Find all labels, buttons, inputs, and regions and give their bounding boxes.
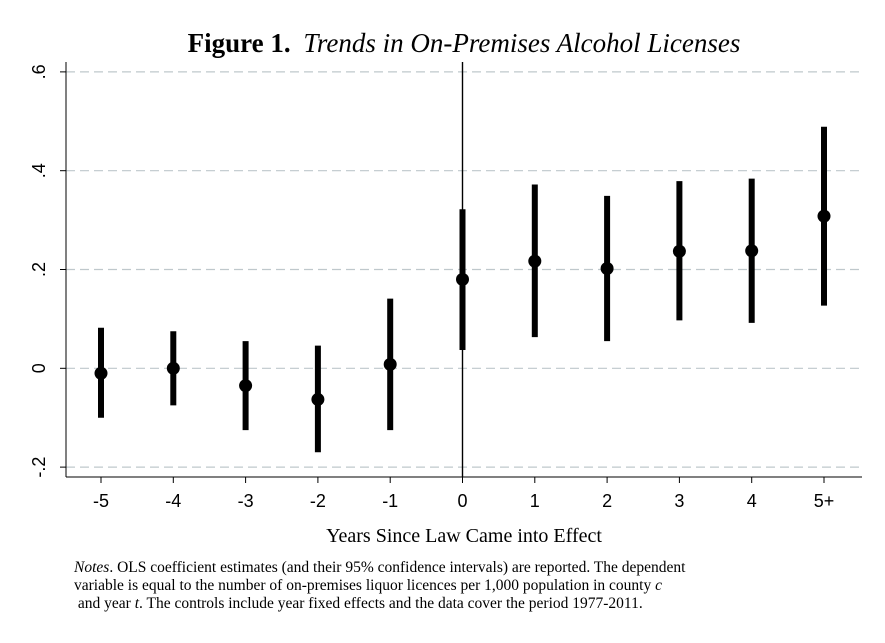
notes-line-2: variable is equal to the number of on-pr… (74, 577, 864, 595)
point-estimate (817, 209, 831, 223)
x-tick-label: 2 (602, 491, 612, 511)
chart-title-bold: Figure 1. (188, 28, 291, 58)
x-tick-label: -4 (165, 491, 181, 511)
y-tick-label: 0 (29, 363, 49, 373)
point-estimate (311, 392, 325, 406)
y-tick-label: .6 (29, 64, 49, 79)
x-tick-label: -5 (93, 491, 109, 511)
x-tick-label: 1 (530, 491, 540, 511)
notes-label: Notes (74, 559, 110, 576)
notes-line-1: Notes. OLS coefficient estimates (and th… (74, 559, 864, 577)
point-estimate (672, 244, 686, 258)
point-estimate (239, 379, 253, 393)
y-tick-label: .4 (29, 163, 49, 178)
x-tick-label: -2 (310, 491, 326, 511)
x-tick-label: 4 (747, 491, 757, 511)
notes-text-3b: . The controls include year fixed effect… (139, 595, 643, 612)
point-estimate (600, 262, 614, 276)
x-tick-label: -3 (238, 491, 254, 511)
x-tick-label: 0 (457, 491, 467, 511)
point-estimate (528, 254, 542, 268)
notes-var-c: c (655, 577, 662, 594)
x-tick-label: 3 (674, 491, 684, 511)
y-tick-labels: -.2 0 .2 .4 .6 (29, 64, 49, 477)
notes-var-t: t (134, 595, 139, 612)
y-tick-label: .2 (29, 262, 49, 277)
x-tick-label: 5+ (814, 491, 835, 511)
figure-notes: Notes. OLS coefficient estimates (and th… (74, 559, 864, 613)
point-estimate (94, 366, 108, 380)
point-estimate (745, 244, 759, 258)
axes (60, 62, 862, 483)
chart-title: Figure 1. Trends in On-Premises Alcohol … (188, 28, 741, 58)
notes-text-2: variable is equal to the number of on-pr… (74, 577, 656, 594)
point-estimate (166, 361, 180, 375)
point-estimates (94, 209, 831, 406)
x-axis-title: Years Since Law Came into Effect (326, 525, 602, 547)
notes-line-3: and year t. The controls include year fi… (74, 595, 864, 613)
x-tick-label: -1 (382, 491, 398, 511)
notes-text-3a: and year (74, 595, 135, 612)
notes-text-1: . OLS coefficient estimates (and their 9… (109, 559, 686, 576)
x-tick-labels: -5 -4 -3 -2 -1 0 1 2 3 4 5+ (93, 491, 834, 511)
point-estimate (456, 272, 469, 286)
y-tick-label: -.2 (29, 457, 49, 478)
point-estimate (383, 357, 397, 371)
chart-title-italic: Trends in On-Premises Alcohol Licenses (303, 28, 740, 58)
